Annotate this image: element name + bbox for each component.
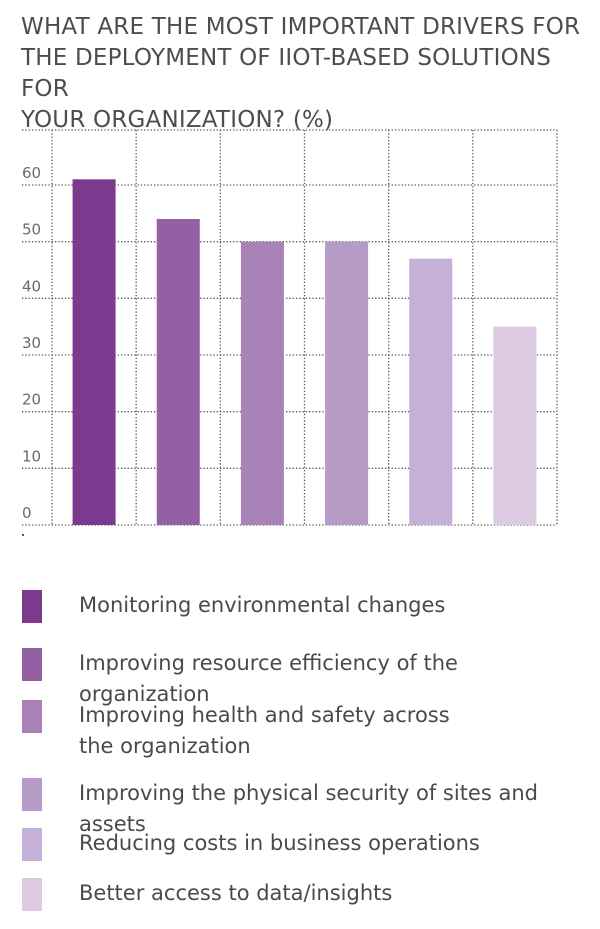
legend-label: Reducing costs in business operations	[79, 831, 480, 855]
legend-label: Improving health and safety across the o…	[79, 703, 450, 758]
bar	[156, 219, 200, 525]
axis-mark	[22, 534, 24, 536]
y-tick-label: 0	[22, 504, 32, 522]
legend-item: Monitoring environmental changes	[22, 590, 579, 623]
legend-label: Improving the physical security of sites…	[79, 781, 538, 836]
y-tick-label: 50	[22, 221, 41, 239]
legend-swatch	[22, 778, 42, 811]
legend-item: Improving health and safety across the o…	[22, 700, 579, 762]
y-tick-label: 60	[22, 164, 41, 182]
bar	[409, 258, 453, 525]
y-tick-label: 10	[22, 447, 41, 465]
y-tick-label: 40	[22, 277, 41, 295]
y-tick-label: 20	[22, 391, 41, 409]
legend-swatch	[22, 828, 42, 861]
legend-label: Better access to data/insights	[79, 881, 393, 905]
legend-label: Improving resource efficiency of the org…	[79, 651, 458, 706]
legend-swatch	[22, 878, 42, 911]
y-tick-label: 30	[22, 334, 41, 352]
bar	[325, 241, 369, 525]
legend-label: Monitoring environmental changes	[79, 593, 446, 617]
legend-swatch	[22, 590, 42, 623]
legend-item: Better access to data/insights	[22, 878, 579, 911]
legend-swatch	[22, 648, 42, 681]
legend-item: Reducing costs in business operations	[22, 828, 579, 861]
bar	[493, 326, 537, 525]
bar-chart: 0 10 20 30 40 50 60	[22, 129, 558, 536]
bar	[240, 241, 284, 525]
legend-item: Improving the physical security of sites…	[22, 778, 579, 840]
bar	[72, 179, 116, 526]
legend-item: Improving resource efficiency of the org…	[22, 648, 579, 710]
legend-swatch	[22, 700, 42, 733]
chart-title: WHAT ARE THE MOST IMPORTANT DRIVERS FOR …	[21, 14, 581, 133]
